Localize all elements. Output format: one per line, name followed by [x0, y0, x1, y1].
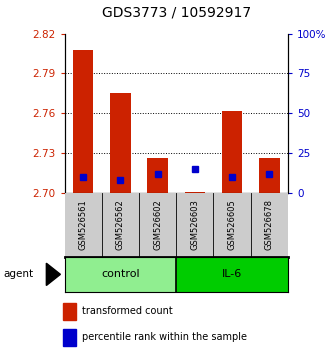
Bar: [176, 257, 288, 292]
Bar: [63, 329, 76, 346]
Text: transformed count: transformed count: [82, 306, 172, 316]
Bar: [222, 110, 242, 193]
Bar: [63, 303, 76, 320]
Text: agent: agent: [3, 269, 33, 279]
Bar: [185, 192, 205, 193]
Bar: [147, 159, 168, 193]
Bar: [259, 159, 280, 193]
Text: control: control: [101, 269, 140, 279]
Text: IL-6: IL-6: [222, 269, 242, 279]
Polygon shape: [46, 263, 60, 285]
Bar: [110, 93, 131, 193]
Text: percentile rank within the sample: percentile rank within the sample: [82, 332, 247, 342]
Text: GSM526678: GSM526678: [265, 199, 274, 250]
Bar: [73, 50, 93, 193]
Text: GSM526602: GSM526602: [153, 199, 162, 250]
Text: GDS3773 / 10592917: GDS3773 / 10592917: [102, 5, 251, 19]
Bar: [65, 257, 176, 292]
Text: GSM526561: GSM526561: [79, 199, 88, 250]
Text: GSM526605: GSM526605: [228, 199, 237, 250]
Text: GSM526603: GSM526603: [190, 199, 199, 250]
Text: GSM526562: GSM526562: [116, 199, 125, 250]
